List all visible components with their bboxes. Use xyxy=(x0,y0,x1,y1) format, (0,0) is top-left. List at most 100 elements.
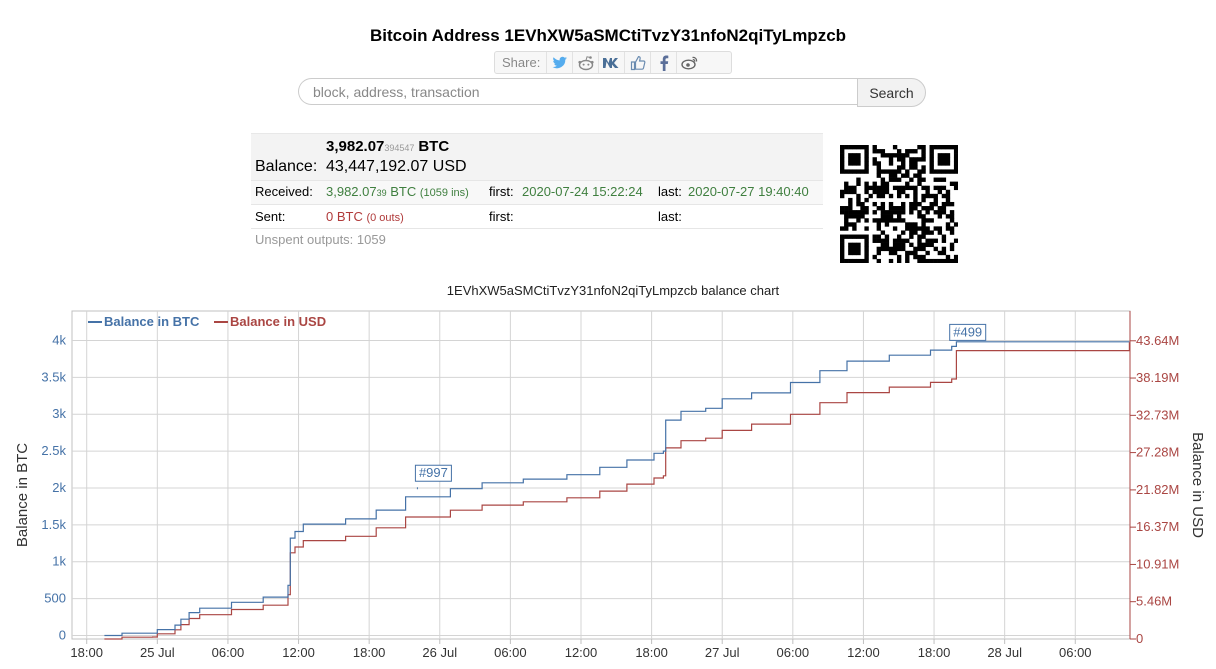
qr-module xyxy=(848,169,853,174)
qr-module xyxy=(864,242,869,248)
qr-module xyxy=(896,254,902,260)
qr-module xyxy=(941,161,947,166)
qr-module xyxy=(941,193,947,199)
search-button[interactable]: Search xyxy=(857,78,926,107)
x-tick-label: 06:00 xyxy=(1059,645,1092,660)
twitter-icon[interactable] xyxy=(546,52,572,73)
qr-module xyxy=(917,214,922,219)
qr-module xyxy=(909,234,914,239)
qr-module xyxy=(929,230,934,235)
received-label: Received: xyxy=(255,184,313,199)
qr-module xyxy=(945,254,951,260)
qr-module xyxy=(876,165,881,170)
qr-module xyxy=(872,201,877,207)
qr-module xyxy=(953,222,958,227)
qr-module xyxy=(864,149,869,154)
qr-module xyxy=(848,153,853,158)
y2-tick-label: 10.91M xyxy=(1136,556,1179,571)
qr-module xyxy=(941,145,947,150)
like-icon[interactable] xyxy=(624,52,650,73)
qr-module xyxy=(909,206,914,211)
qr-module xyxy=(852,214,857,219)
qr-module xyxy=(840,258,845,263)
qr-module xyxy=(917,242,922,248)
y-tick-label: 500 xyxy=(44,591,66,606)
annotation-label: #997 xyxy=(419,465,448,480)
qr-module xyxy=(929,169,934,174)
qr-module xyxy=(925,193,930,199)
weibo-icon[interactable] xyxy=(676,52,702,73)
qr-module xyxy=(892,169,898,174)
qr-module xyxy=(888,173,894,178)
qr-module xyxy=(872,254,877,260)
qr-module xyxy=(941,201,947,207)
qr-module xyxy=(880,210,886,215)
qr-module xyxy=(872,145,877,150)
qr-module xyxy=(876,238,881,243)
qr-module xyxy=(848,189,853,195)
qr-module xyxy=(913,161,918,166)
qr-module xyxy=(856,193,861,199)
qr-module xyxy=(872,149,877,154)
y-tick-label: 3k xyxy=(52,406,66,421)
qr-module xyxy=(880,169,886,174)
qr-module xyxy=(848,157,853,162)
vk-icon[interactable] xyxy=(598,52,624,73)
x-tick-label: 18:00 xyxy=(353,645,386,660)
qr-module xyxy=(953,161,958,166)
facebook-icon[interactable] xyxy=(650,52,676,73)
qr-module xyxy=(864,197,869,203)
qr-module xyxy=(888,157,894,162)
qr-module xyxy=(864,258,869,263)
qr-module xyxy=(901,185,906,191)
qr-module xyxy=(872,189,877,195)
qr-module xyxy=(856,210,861,215)
qr-code-image xyxy=(840,145,958,263)
qr-module xyxy=(941,246,947,252)
qr-module xyxy=(840,234,845,239)
search-input[interactable] xyxy=(298,78,858,105)
balance-label: Balance: xyxy=(255,158,318,175)
qr-module xyxy=(917,201,922,207)
qr-module xyxy=(848,234,853,239)
qr-module xyxy=(880,185,886,191)
qr-module xyxy=(949,201,955,207)
qr-module xyxy=(856,250,861,256)
y2-tick-label: 43.64M xyxy=(1136,333,1179,348)
reddit-icon[interactable] xyxy=(572,52,598,73)
qr-module xyxy=(913,157,918,162)
qr-module xyxy=(864,189,869,195)
qr-module xyxy=(937,230,943,235)
qr-module xyxy=(909,165,914,170)
qr-module xyxy=(921,258,926,263)
qr-module xyxy=(884,210,890,215)
qr-module xyxy=(905,258,910,263)
annotation-label: #499 xyxy=(953,324,982,339)
qr-module xyxy=(880,193,886,199)
qr-module xyxy=(880,238,886,243)
qr-module xyxy=(892,246,898,252)
qr-module xyxy=(933,193,938,199)
received-unit: BTC xyxy=(386,184,417,199)
qr-module xyxy=(913,197,918,203)
received-row: Received: 3,982.0739 BTC (1059 ins) firs… xyxy=(251,180,823,204)
qr-module xyxy=(929,145,934,150)
qr-module xyxy=(864,218,869,223)
qr-module xyxy=(905,173,910,178)
qr-module xyxy=(949,246,955,252)
qr-module xyxy=(844,206,849,211)
qr-module xyxy=(949,181,955,186)
legend-label-usd: Balance in USD xyxy=(230,314,326,329)
qr-module xyxy=(840,226,845,231)
qr-module xyxy=(949,226,955,231)
qr-module xyxy=(848,197,853,203)
qr-module xyxy=(933,226,938,231)
y2-tick-label: 16.37M xyxy=(1136,519,1179,534)
qr-module xyxy=(921,214,926,219)
qr-module xyxy=(880,218,886,223)
y-tick-label: 2.5k xyxy=(41,443,66,458)
qr-module xyxy=(864,226,869,231)
qr-module xyxy=(953,185,958,191)
qr-module xyxy=(848,214,853,219)
qr-module xyxy=(896,193,902,199)
